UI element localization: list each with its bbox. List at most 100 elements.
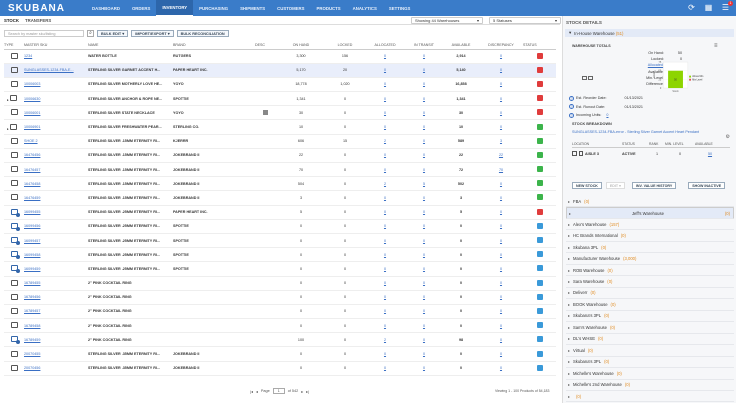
status-icon[interactable]	[536, 52, 543, 59]
warehouse-item[interactable]: ▸ Sara Warehouse (0)	[566, 276, 734, 288]
disc-value[interactable]: 0	[499, 125, 503, 130]
table-row[interactable]: ▸ 10006630 STERLING SILVER ANCHOR & ROPE N…	[4, 91, 556, 107]
allocated-value[interactable]: 0	[383, 281, 387, 286]
calc-icon[interactable]	[582, 76, 594, 81]
table-row[interactable]: 20070455 STERLING SILVER .35MM ETERNITY R…	[4, 346, 556, 362]
status-icon[interactable]	[536, 265, 543, 272]
master-sku-link[interactable]: 16476457	[24, 167, 41, 172]
lock-icon[interactable]	[579, 151, 583, 156]
disc-value[interactable]: 0	[499, 309, 503, 314]
col-brand[interactable]: BRAND	[173, 41, 255, 50]
status-icon[interactable]	[536, 336, 543, 343]
gear-icon[interactable]: ⚙	[725, 134, 730, 140]
master-sku-link[interactable]: 16476458	[24, 181, 41, 186]
disc-value[interactable]: 0	[499, 252, 503, 257]
tab-stock[interactable]: STOCK	[4, 17, 19, 23]
col-allocated[interactable]: ALLOCATED	[365, 41, 405, 50]
master-sku-link[interactable]: 10006001	[24, 110, 41, 115]
warehouse-item[interactable]: ▸ Manufacturer Warehouse (3,000)	[566, 253, 734, 265]
disc-value[interactable]: 0	[499, 323, 503, 328]
disc-value[interactable]: 22	[498, 153, 504, 158]
in-transit-value[interactable]: 0	[422, 110, 426, 115]
disc-value[interactable]: 0	[499, 181, 503, 186]
warehouse-item[interactable]: ▸ Michelle's 2nd Warehouse (0)	[566, 380, 734, 391]
in-transit-value[interactable]: 0	[422, 153, 426, 158]
allocated-value[interactable]: 0	[383, 110, 387, 115]
warehouse-item[interactable]: ▸ HC Brands International (0)	[566, 230, 734, 242]
warehouse-item[interactable]: ▸ ROB Warehouse (0)	[566, 265, 734, 277]
master-sku-link[interactable]: 16099455	[24, 210, 41, 215]
skubana-logo[interactable]: SKUBANA	[8, 3, 86, 14]
warehouse-item[interactable]: ▸ FBA (0)	[566, 196, 734, 208]
master-sku-link[interactable]: 10006003	[24, 82, 41, 87]
description-icon[interactable]	[263, 109, 268, 115]
status-icon[interactable]	[536, 237, 543, 244]
allocated-value[interactable]: 0	[383, 167, 387, 172]
status-icon[interactable]	[536, 350, 543, 357]
master-sku-link[interactable]: 16099456	[24, 224, 41, 229]
master-sku-link[interactable]: 1234	[24, 54, 33, 59]
allocated-value[interactable]: 2	[383, 181, 387, 186]
inv-value-history-button[interactable]: INV. VALUE HISTORY	[631, 182, 677, 189]
table-row[interactable]: 16099457 STERLING SILVER .25MM ETERNITY R…	[4, 233, 556, 249]
menu-icon[interactable]: ☰ 1	[721, 1, 733, 12]
status-icon[interactable]	[536, 151, 543, 158]
allocated-value[interactable]: 0	[383, 224, 387, 229]
import-export-button[interactable]: IMPORT/EXPORT ▾	[131, 30, 174, 37]
disc-value[interactable]: 0	[499, 295, 503, 300]
allocated-value[interactable]: 0	[383, 295, 387, 300]
disc-value[interactable]: 3	[499, 139, 503, 144]
nav-orders[interactable]: ORDERS	[131, 5, 151, 11]
col-locked[interactable]: LOCKED	[325, 41, 365, 50]
edit-button[interactable]: EDIT ▾	[605, 182, 625, 189]
status-icon[interactable]	[536, 279, 543, 286]
col-in-transit[interactable]: IN TRANSIT	[405, 41, 443, 50]
nav-shipments[interactable]: SHIPMENTS	[240, 5, 266, 11]
in-transit-value[interactable]: 0	[422, 266, 426, 271]
table-row[interactable]: 16789456 2" PINK COCKTAIL RING 0 0 0 0 0 0	[4, 290, 556, 305]
master-sku-link[interactable]: 16789455	[24, 281, 41, 286]
table-row[interactable]: 10006001 STERLING SILVER STATE NECKLACE YO…	[4, 105, 556, 121]
disc-value[interactable]: 0	[499, 68, 503, 73]
tab-transfers[interactable]: TRANSFERS	[24, 17, 52, 23]
allocated-value[interactable]: 0	[383, 153, 387, 158]
nav-inventory[interactable]: INVENTORY	[156, 0, 194, 16]
new-stock-button[interactable]: NEW STOCK	[572, 182, 602, 189]
incoming-value[interactable]: 0	[606, 113, 609, 118]
nav-settings[interactable]: SETTINGS	[388, 5, 411, 11]
disc-value[interactable]: 70	[498, 167, 504, 172]
status-icon[interactable]	[536, 95, 543, 102]
first-page-icon[interactable]: |◂	[250, 389, 253, 394]
allocated-value[interactable]: 0	[383, 54, 387, 59]
in-transit-value[interactable]: 0	[422, 139, 426, 144]
allocated-value[interactable]: 0	[383, 82, 387, 87]
warehouse-item[interactable]: ▸ Skubana's 3PL (0)	[566, 311, 734, 323]
warehouse-item[interactable]: ▸ Skubana's 3PL (0)	[566, 357, 734, 369]
bulk-edit-button[interactable]: BULK EDIT ▾	[97, 30, 129, 37]
status-icon[interactable]	[536, 194, 543, 201]
table-row[interactable]: 16789455 2" PINK COCKTAIL RING 0 0 0 0 0 0	[4, 276, 556, 291]
table-row[interactable]: 16476459 STERLING SILVER .15MM ETERNITY R…	[4, 190, 556, 206]
warehouse-item[interactable]: ▸ Sam's Warehouse (0)	[566, 322, 734, 334]
in-transit-value[interactable]: 0	[422, 366, 426, 371]
in-transit-value[interactable]: 0	[422, 210, 426, 215]
status-icon[interactable]	[536, 208, 543, 215]
nav-dashboard[interactable]: DASHBOARD	[92, 5, 120, 11]
chart-menu-icon[interactable]: ≡	[714, 43, 718, 49]
page-input[interactable]: 1	[272, 388, 285, 394]
disc-value[interactable]: 0	[499, 224, 503, 229]
warehouse-item[interactable]: ▸ Skubana 3PL (0)	[566, 242, 734, 254]
allocated-value[interactable]: 0	[383, 366, 387, 371]
status-icon[interactable]	[536, 293, 543, 300]
in-transit-value[interactable]: 0	[422, 337, 426, 342]
allocated-value[interactable]: 0	[383, 125, 387, 130]
master-sku-link[interactable]: 16476456	[24, 153, 41, 158]
allocated-value[interactable]: 0	[383, 238, 387, 243]
master-sku-link[interactable]: SHOE 2	[24, 139, 38, 144]
disc-value[interactable]: 0	[499, 195, 503, 200]
master-sku-link[interactable]: 16476459	[24, 195, 41, 200]
table-row[interactable]: ▸ 10006901 STERLING SILVER FRESHWATER PEAR…	[4, 119, 556, 135]
disc-value[interactable]: 0	[499, 366, 503, 371]
in-transit-value[interactable]: 0	[422, 309, 426, 314]
in-transit-value[interactable]: 0	[422, 352, 426, 357]
